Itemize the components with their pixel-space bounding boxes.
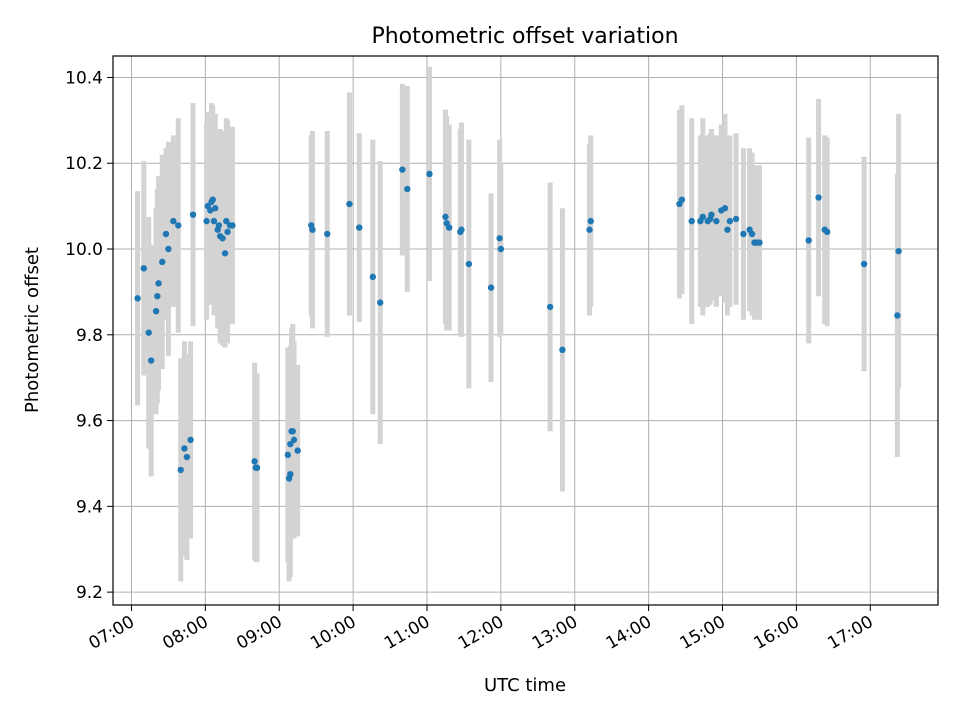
data-point [369,273,377,281]
data-point [224,228,231,236]
data-point [713,217,720,225]
data-point [445,224,453,231]
data-point [559,346,566,354]
data-point [309,226,316,233]
data-point [688,217,695,225]
data-point [678,196,686,203]
data-point [289,428,296,435]
data-point [287,470,294,478]
data-point [442,213,449,221]
data-point [324,230,331,238]
data-point [219,235,226,242]
data-point [187,436,194,444]
data-point [154,292,161,300]
data-point [189,211,197,218]
data-point [152,307,160,315]
data-point [860,260,868,268]
data-point [181,445,188,452]
data-point [708,211,715,218]
data-point [426,170,433,178]
data-point [748,230,756,238]
data-point [487,284,495,291]
data-point [699,213,707,221]
data-point [210,217,218,225]
plot-frame [112,55,939,606]
data-point [805,237,812,244]
data-point [147,357,155,364]
data-point [155,280,162,287]
x-axis-label: UTC time [484,675,566,696]
data-point [177,466,184,474]
y-tick-label: 9.4 [76,497,103,517]
data-point [165,245,172,253]
data-point [756,239,763,246]
data-point [732,215,740,223]
data-point [815,194,822,201]
data-point [183,453,191,461]
y-tick-label: 9.2 [76,583,103,603]
y-tick-label: 9.6 [76,412,103,432]
data-point [823,228,831,236]
data-point [159,258,166,266]
data-point [162,230,170,238]
chart-title: Photometric offset variation [371,24,678,49]
data-point [465,260,473,268]
data-point [207,207,214,214]
data-point [399,166,406,173]
data-point [346,200,353,208]
data-point [546,303,554,311]
data-point [496,235,503,242]
data-point [145,329,152,336]
data-point [458,226,465,233]
y-axis-ticks: 9.2 9.4 9.6 9.8 10.0 10.2 10.4 [65,68,113,603]
data-point [894,312,901,319]
data-point [740,230,747,238]
y-tick-label: 10.2 [65,154,103,174]
data-point [140,265,147,272]
data-point [895,247,902,255]
data-point [287,440,294,448]
data-point [134,295,141,302]
data-point [726,217,734,225]
y-tick-label: 9.8 [76,326,103,346]
data-points [134,166,902,482]
data-point [290,436,298,444]
data-point [170,217,177,225]
data-point [215,222,223,229]
data-point [724,226,731,233]
data-point [294,447,301,454]
data-point [587,217,594,225]
data-point [203,217,210,225]
data-point [221,250,229,257]
y-tick-label: 10.0 [65,240,103,260]
data-point [356,224,363,231]
data-point [209,196,216,203]
data-point [223,217,230,225]
data-point [229,222,236,229]
data-point [721,205,729,212]
data-point [212,205,219,212]
data-point [284,451,292,459]
y-tick-label: 10.4 [65,68,103,88]
data-point [253,464,261,471]
data-point [586,226,593,233]
data-point [251,458,258,465]
data-point [497,245,505,253]
data-point [175,222,182,229]
data-point [404,185,411,193]
y-axis-label: Photometric offset [22,247,43,413]
data-point [377,299,384,306]
